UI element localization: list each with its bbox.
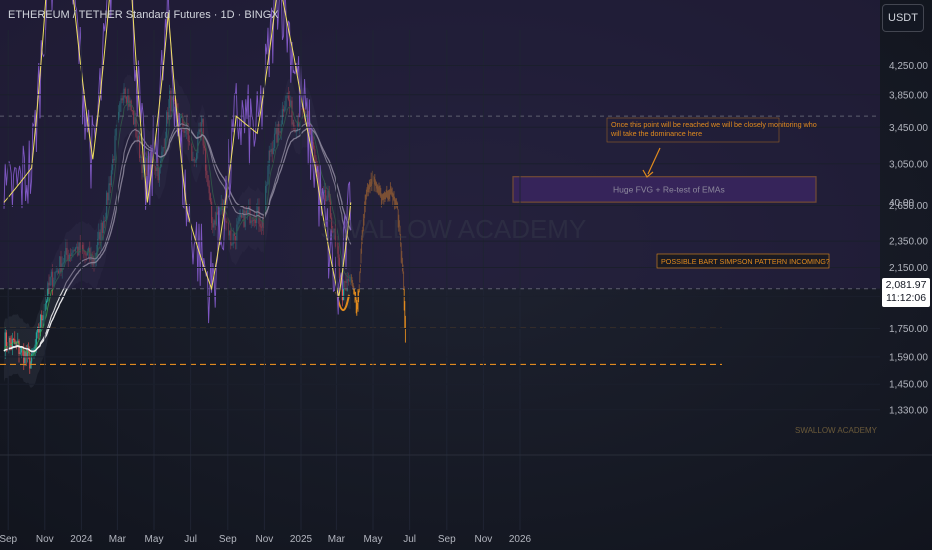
- candle: [23, 348, 25, 364]
- x-tick-label: May: [364, 534, 383, 545]
- bart-label-box: [656, 253, 830, 269]
- y-tick-label: 1,750.00: [889, 324, 928, 335]
- x-tick-label: Jul: [184, 534, 197, 545]
- candle: [8, 337, 10, 349]
- annotation-arrow: [647, 147, 661, 175]
- candle: [343, 281, 345, 301]
- rsi-ma-line: [3, 0, 352, 298]
- x-tick-label: 2025: [290, 534, 313, 545]
- annotation-note-line: will take the dominance here: [610, 129, 702, 138]
- currency-button[interactable]: USDT: [882, 4, 924, 32]
- x-tick-label: Jul: [403, 534, 416, 545]
- x-tick-label: Nov: [256, 534, 274, 545]
- candle: [4, 332, 6, 352]
- candle: [25, 351, 27, 358]
- annotation-arrowhead: [642, 169, 654, 178]
- annotations: Once this point will be reached we will …: [320, 117, 878, 435]
- bart-label: POSSIBLE BART SIMPSON PATTERN INCOMING?: [661, 257, 830, 266]
- rsi-pane[interactable]: [0, 0, 880, 324]
- candle: [43, 310, 45, 320]
- candle: [31, 353, 33, 362]
- candle: [41, 314, 43, 321]
- y-tick-label: 2,350.00: [889, 237, 928, 248]
- candle: [35, 332, 37, 345]
- x-tick-label: Nov: [475, 534, 493, 545]
- candle: [29, 352, 31, 369]
- candle: [11, 338, 13, 348]
- y-tick-label: 2,150.00: [889, 263, 928, 274]
- x-tick-label: Sep: [0, 534, 18, 545]
- watermark-center: SWALLOW ACADEMY: [320, 214, 586, 244]
- candle: [37, 326, 39, 333]
- candle: [47, 282, 49, 301]
- y-tick-label: 3,450.00: [889, 123, 928, 134]
- candle: [44, 303, 46, 311]
- candle: [5, 332, 7, 346]
- candle: [32, 353, 34, 355]
- watermark-corner: SWALLOW ACADEMY: [795, 426, 878, 435]
- candle: [28, 349, 30, 353]
- x-tick-label: Sep: [438, 534, 456, 545]
- candle: [19, 352, 21, 354]
- rsi-line: [3, 0, 352, 324]
- rsi-tick-label: 40.00: [889, 198, 914, 209]
- rsi-band: [0, 0, 880, 289]
- candle: [9, 337, 11, 343]
- candle: [38, 326, 40, 333]
- y-tick-label: 1,450.00: [889, 380, 928, 391]
- candle: [40, 314, 42, 328]
- last-price-tag: 2,081.97 11:12:06: [882, 278, 930, 307]
- y-tick-label: 2,650.00: [889, 201, 928, 212]
- y-tick-label: 1,590.00: [889, 352, 928, 363]
- candle: [14, 339, 16, 345]
- candle: [39, 327, 41, 333]
- y-tick-label: 1,330.00: [889, 405, 928, 416]
- chart-title: ETHEREUM / TETHER Standard Futures · 1D …: [8, 9, 279, 21]
- candle: [20, 346, 22, 353]
- y-tick-label: 3,050.00: [889, 159, 928, 170]
- x-tick-label: Nov: [36, 534, 54, 545]
- x-tick-label: 2026: [509, 534, 532, 545]
- x-tick-label: Mar: [328, 534, 346, 545]
- candle: [341, 281, 343, 301]
- annotation-note-line: Once this point will be reached we will …: [611, 120, 817, 129]
- annotation-note: Once this point will be reached we will …: [610, 120, 817, 138]
- x-tick-label: Mar: [109, 534, 127, 545]
- candle: [42, 319, 44, 321]
- candle: [46, 300, 48, 304]
- y-tick-label: 4,250.00: [889, 61, 928, 72]
- candle: [26, 349, 28, 358]
- bar-countdown: 11:12:06: [885, 292, 927, 304]
- annotation-note-box: [606, 117, 780, 143]
- candle: [13, 338, 15, 340]
- x-tick-label: May: [145, 534, 164, 545]
- candle: [34, 344, 36, 349]
- x-tick-label: Sep: [219, 534, 237, 545]
- last-price: 2,081.97: [885, 279, 927, 291]
- y-tick-label: 3,850.00: [889, 90, 928, 101]
- x-tick-label: 2024: [70, 534, 93, 545]
